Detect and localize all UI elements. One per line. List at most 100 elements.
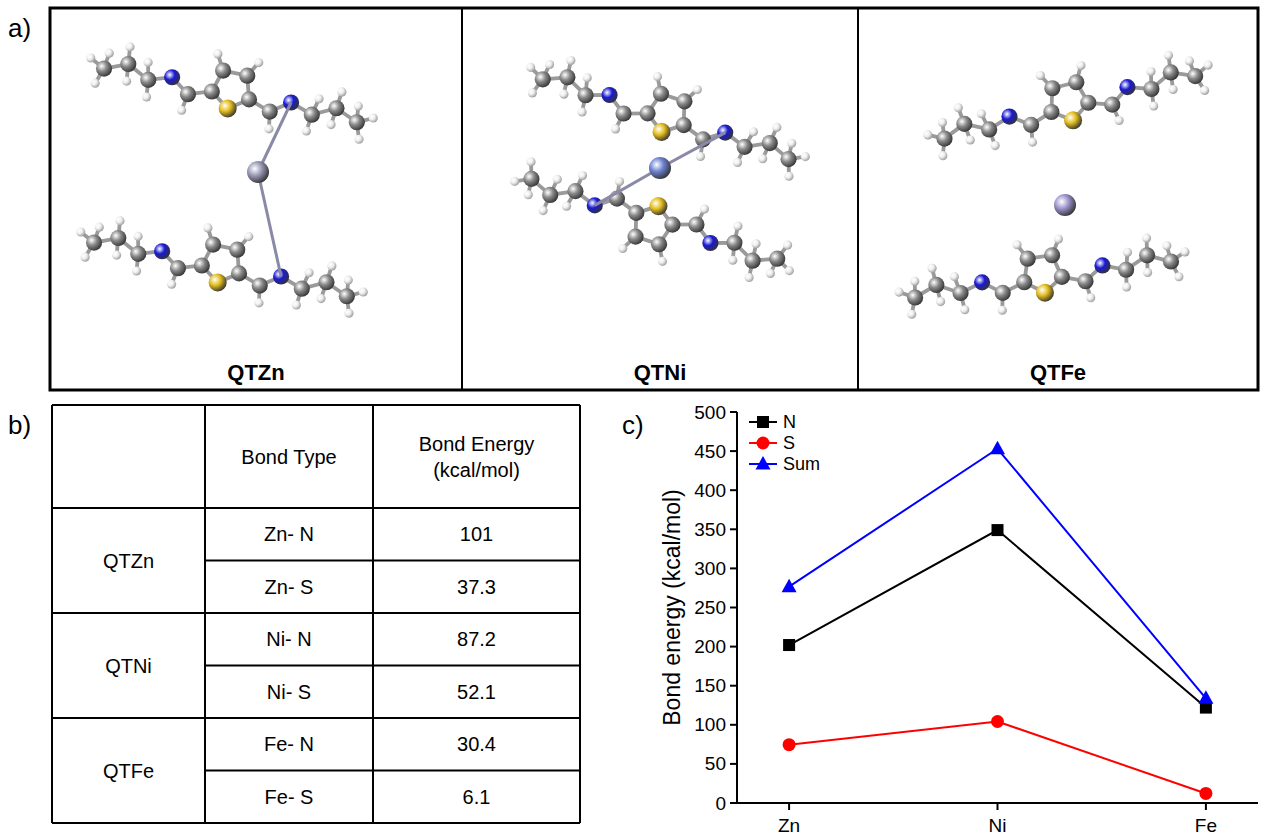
atom (1118, 262, 1134, 278)
atom (923, 130, 932, 139)
atom (1016, 274, 1032, 290)
atom (1028, 138, 1037, 147)
figure: a)QTZnQTNiQTFeb)Bond TypeBond Energy(kca… (0, 0, 1265, 840)
metal-atom (649, 157, 671, 179)
x-tick (1205, 803, 1207, 810)
atom (583, 73, 592, 82)
plot-area (782, 441, 1214, 800)
table-rule (52, 717, 580, 719)
table-rule (52, 822, 580, 824)
table-rule (205, 770, 580, 772)
atom (318, 274, 334, 290)
atom (615, 177, 624, 186)
atom (1104, 97, 1120, 113)
atom (213, 49, 222, 58)
atom (676, 117, 692, 133)
atom (1163, 253, 1179, 269)
atom (998, 306, 1007, 315)
legend-label: Sum (783, 454, 820, 474)
atom (1200, 86, 1209, 95)
marker (1199, 787, 1212, 800)
atom (628, 205, 644, 221)
atom (304, 107, 320, 123)
atom (1064, 111, 1082, 129)
atom (359, 287, 368, 296)
molecule (76, 42, 378, 317)
atom (349, 114, 365, 130)
atom (144, 58, 153, 67)
table-rule (51, 405, 53, 823)
coordination-bond (258, 102, 291, 172)
atom (1001, 108, 1017, 124)
marker (1198, 690, 1213, 704)
y-tick (730, 724, 737, 726)
atom (578, 107, 587, 116)
x-tick (788, 803, 790, 810)
atom (95, 223, 104, 232)
molecule-label: QTZn (227, 360, 284, 385)
atom (640, 105, 656, 121)
atom (553, 175, 562, 184)
molecule-label: QTFe (1030, 360, 1086, 385)
atom (154, 243, 170, 259)
atom (736, 139, 752, 155)
metal-atom (247, 161, 269, 183)
atom (991, 141, 1000, 150)
y-tick-label: 200 (694, 636, 726, 657)
y-tick-label: 100 (694, 714, 726, 735)
atom (907, 289, 923, 305)
atom (785, 266, 794, 275)
atom (1054, 269, 1070, 285)
atom (1080, 95, 1096, 111)
legend: NSSum (749, 412, 820, 474)
atom (132, 266, 141, 275)
atom (910, 277, 919, 286)
atom (702, 235, 718, 251)
atom (726, 235, 742, 251)
cell: 30.4 (457, 733, 496, 755)
atom (510, 177, 519, 186)
y-tick-label: 500 (694, 402, 726, 423)
atom (658, 257, 667, 266)
atom (1122, 282, 1131, 291)
atom (369, 113, 378, 122)
metal-atom (1054, 194, 1076, 216)
y-tick (730, 763, 737, 765)
atom (766, 269, 775, 278)
atom (252, 277, 268, 293)
atom (526, 63, 535, 72)
atom (354, 135, 363, 144)
atom (801, 152, 810, 161)
atom (733, 158, 742, 167)
atom (676, 93, 692, 109)
atom (180, 86, 196, 102)
cell: Ni- S (267, 681, 311, 703)
atom (203, 223, 212, 232)
panel-divider (461, 8, 463, 390)
atom (653, 123, 671, 141)
y-tick-label: 300 (694, 558, 726, 579)
atom (316, 294, 325, 303)
table-rule (52, 507, 580, 509)
x-tick-label: Ni (989, 815, 1007, 836)
atom (783, 241, 792, 250)
atom (231, 265, 247, 281)
atom (787, 139, 796, 148)
marker (757, 437, 770, 450)
atom (1023, 117, 1039, 133)
atom (292, 300, 301, 309)
atom (539, 206, 548, 215)
atom (328, 100, 344, 116)
atom (1185, 56, 1194, 65)
atom (653, 72, 662, 81)
row-group: QTNi (105, 655, 152, 677)
atom (1204, 61, 1213, 70)
atom (262, 103, 278, 119)
atom (611, 124, 620, 133)
atom (337, 87, 346, 96)
atom (966, 135, 975, 144)
atom (1044, 247, 1060, 263)
coordination-bond (595, 168, 660, 205)
panel-a: a)QTZnQTNiQTFe (8, 8, 1258, 390)
marker (782, 579, 797, 593)
